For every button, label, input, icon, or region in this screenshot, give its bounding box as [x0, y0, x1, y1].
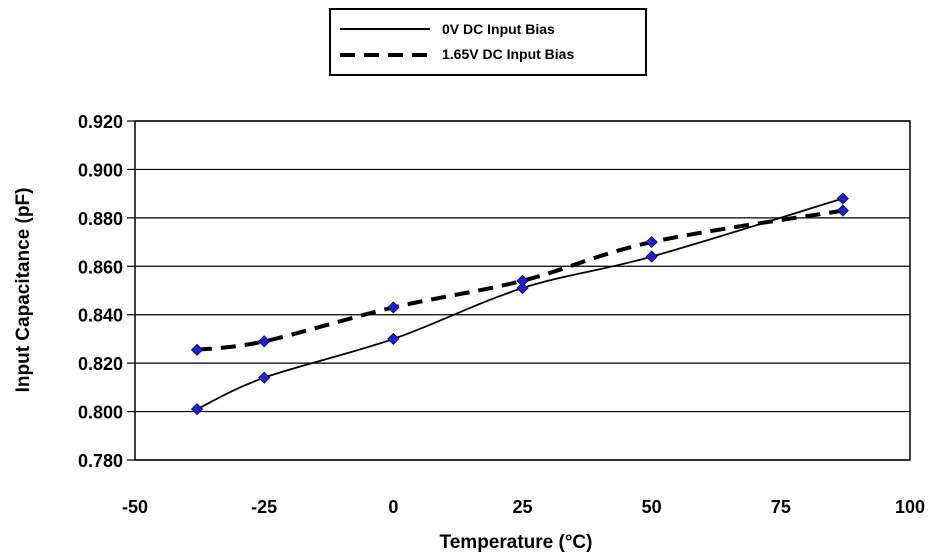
- data-point: [190, 403, 204, 416]
- data-point: [387, 301, 400, 314]
- y-tick-label: 0.920: [78, 112, 123, 132]
- x-tick-label: 100: [895, 497, 925, 517]
- data-markers: [190, 192, 849, 416]
- y-tick-label: 0.800: [78, 403, 123, 423]
- data-point: [645, 236, 658, 249]
- y-tick-label: 0.780: [78, 451, 123, 471]
- y-tick-label: 0.840: [78, 306, 123, 326]
- data-point: [516, 274, 529, 287]
- y-axis: 0.920 0.900 0.880 0.860 0.840 0.820 0.800 0.780: [78, 112, 135, 471]
- data-point: [258, 335, 271, 348]
- data-point: [516, 282, 529, 295]
- data-point: [387, 332, 400, 345]
- x-tick-label: 25: [512, 497, 532, 517]
- x-tick-label: -50: [122, 497, 148, 517]
- data-point: [836, 192, 849, 205]
- legend-label-series-1: 0V DC Input Bias: [442, 21, 555, 37]
- data-point: [836, 204, 849, 217]
- legend: 0V DC Input Bias 1.65V DC Input Bias: [329, 8, 647, 76]
- x-tick-label: -25: [251, 497, 277, 517]
- legend-label-series-2: 1.65V DC Input Bias: [442, 46, 574, 62]
- y-axis-title: Input Capacitance (pF): [13, 188, 34, 393]
- y-tick-label: 0.820: [78, 354, 123, 374]
- y-tick-label: 0.860: [78, 257, 123, 277]
- y-tick-label: 0.880: [78, 209, 123, 229]
- x-tick-label: 0: [388, 497, 398, 517]
- data-point: [645, 250, 658, 263]
- x-axis: -50 -25 0 25 50 75 100: [122, 497, 925, 517]
- data-point: [258, 371, 271, 384]
- series-line-2: [196, 208, 844, 352]
- legend-box: [329, 8, 647, 76]
- y-tick-label: 0.900: [78, 160, 123, 180]
- x-tick-label: 50: [642, 497, 662, 517]
- gridlines: [135, 120, 910, 461]
- data-point: [190, 343, 204, 356]
- x-tick-label: 75: [771, 497, 791, 517]
- x-axis-title: Temperature (°C): [440, 532, 593, 553]
